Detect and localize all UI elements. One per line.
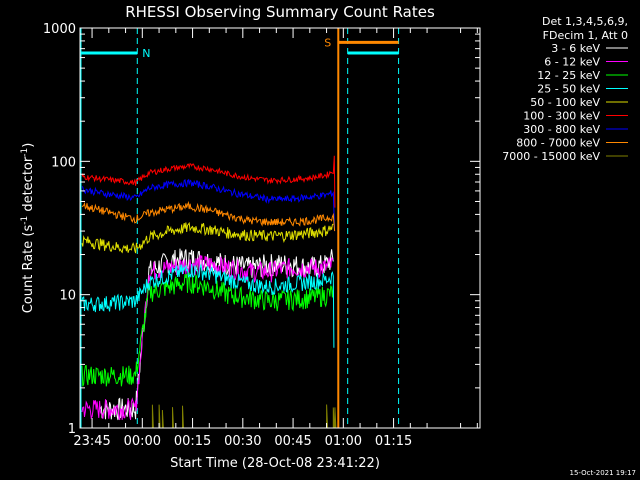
legend-label: 12 - 25 keV — [537, 69, 600, 82]
y-axis-label-end: ) — [21, 143, 36, 148]
legend-header-line2: FDecim 1, Att 0 — [543, 29, 628, 42]
plot-border — [79, 27, 481, 429]
series-line-300_800keV — [81, 178, 336, 232]
legend: Det 1,3,4,5,6,9, FDecim 1, Att 0 3 - 6 k… — [502, 15, 628, 163]
legend-label: 25 - 50 keV — [537, 83, 600, 96]
series-line-50_100keV — [81, 221, 334, 254]
footer-timestamp: 15-Oct-2021 19:17 — [570, 469, 636, 477]
series-line-25_50keV — [81, 263, 335, 348]
series-line-6_12keV — [81, 254, 334, 421]
y-tick-label: 1 — [68, 422, 76, 437]
x-tick-label: 23:45 — [73, 434, 110, 449]
series-layer — [81, 155, 337, 429]
night-flag-label: N — [142, 47, 150, 60]
legend-label: 800 - 7000 keV — [516, 137, 600, 150]
y-axis-label-mid: detector — [21, 156, 36, 216]
x-tick-label: 00:30 — [224, 434, 261, 449]
series-line-100_300keV — [81, 155, 336, 208]
y-axis-label-sup1: -1 — [20, 216, 30, 225]
y-tick-label: 1000 — [43, 22, 76, 37]
y-tick-label: 100 — [51, 155, 76, 170]
series-line-12_25keV — [81, 272, 334, 387]
legend-header-line1: Det 1,3,4,5,6,9, — [542, 15, 628, 28]
x-axis-label: Start Time (28-Oct-08 23:41:22) — [170, 456, 380, 471]
saa-flag-label: S — [324, 36, 331, 49]
plot-frame — [79, 27, 481, 429]
x-tick-label: 00:00 — [124, 434, 161, 449]
legend-label: 300 - 800 keV — [523, 123, 600, 136]
y-tick-label: 10 — [59, 289, 76, 304]
legend-label: 100 - 300 keV — [523, 110, 600, 123]
x-tick-label: 01:00 — [325, 434, 362, 449]
legend-label: 50 - 100 keV — [530, 96, 600, 109]
y-axis-label-main: Count Rate (s — [21, 225, 36, 314]
tick-layer: 1 10 100 1000 23:45 00:00 00:15 00:30 00:45 01:00… — [43, 22, 480, 449]
series-line-800_7000keV — [81, 200, 336, 232]
chart-title: RHESSI Observing Summary Count Rates — [125, 3, 435, 21]
legend-label: 6 - 12 keV — [544, 56, 600, 69]
legend-label: 7000 - 15000 keV — [502, 150, 600, 163]
legend-label: 3 - 6 keV — [551, 42, 600, 55]
y-axis-label-sup2: -1 — [20, 148, 30, 157]
flag-layer: NS — [80, 28, 400, 428]
x-tick-label: 00:45 — [274, 434, 311, 449]
x-tick-label: 00:15 — [174, 434, 211, 449]
x-tick-label: 01:15 — [375, 434, 412, 449]
y-axis-label: Count Rate (s-1 detector-1) — [20, 143, 36, 314]
